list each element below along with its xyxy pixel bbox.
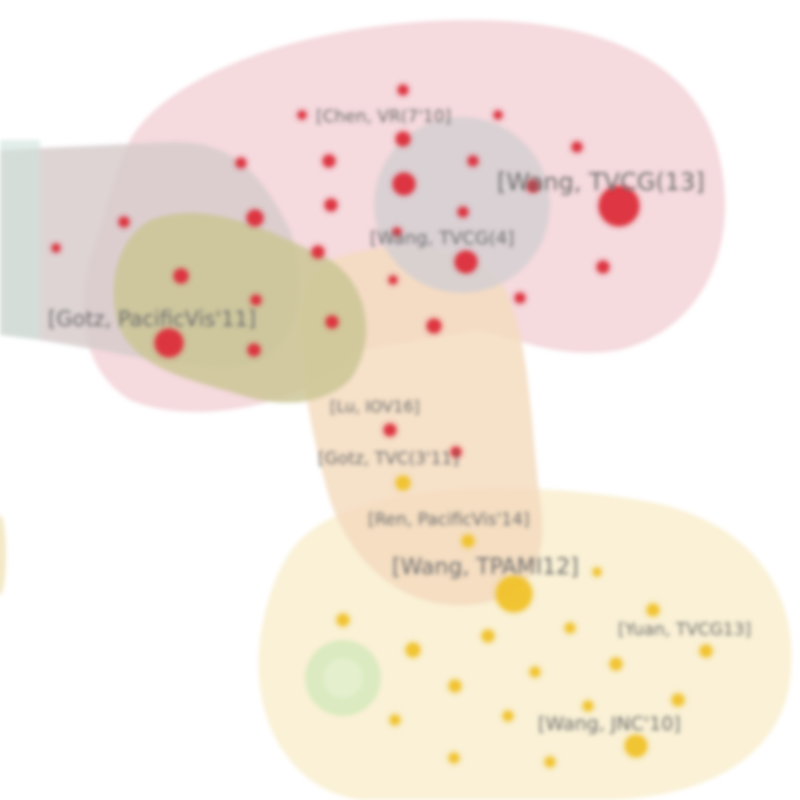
yellow-node: [647, 604, 659, 616]
red-node: [248, 344, 260, 356]
yellow-node: [449, 680, 461, 692]
label-yuan: [Yuan, TVCG13]: [618, 620, 751, 640]
red-node: [174, 269, 188, 283]
red-node: [396, 132, 410, 146]
red-nodes: [49, 82, 642, 460]
red-node: [599, 186, 639, 226]
yellow-node: [700, 645, 712, 657]
red-node: [572, 142, 582, 152]
yellow-node: [396, 476, 410, 490]
red-node: [312, 246, 324, 258]
red-node: [468, 156, 478, 166]
label-gotz: [Gotz, PacificVis'11]: [48, 307, 256, 331]
yellow-node: [449, 753, 459, 763]
red-node: [451, 447, 461, 457]
yellow-node: [496, 576, 532, 612]
label-chen: [Chen, VR(7'10]: [316, 107, 451, 127]
yellow-node: [583, 701, 593, 711]
red-node: [325, 199, 337, 211]
red-node: [515, 293, 525, 303]
label-wangJ: [Wang, JNC'10]: [538, 713, 681, 735]
label-ren: [Ren, PacificVis'14]: [368, 510, 530, 530]
red-node: [384, 424, 396, 436]
yellow-nodes: [334, 473, 715, 770]
teal-fringe-region: [0, 140, 40, 340]
label-wangT: [Wang, TPAMI12]: [392, 555, 579, 580]
red-node: [247, 210, 263, 226]
label-wang13: [Wang, TVCG(13]: [497, 168, 705, 196]
red-node: [251, 295, 261, 305]
red-node: [455, 251, 477, 273]
red-node: [458, 207, 468, 217]
yellow-node: [390, 715, 400, 725]
yellow-node: [462, 535, 474, 547]
red-node: [494, 111, 502, 119]
red-node: [155, 329, 183, 357]
yellow-node: [337, 614, 349, 626]
red-node: [323, 155, 335, 167]
node-labels: [Chen, VR(7'10] [Wang, TVCG(13] [Wang, T…: [48, 107, 751, 735]
red-node: [119, 217, 129, 227]
red-node: [52, 244, 60, 252]
label-liu: [Lu, IOV16]: [330, 397, 420, 416]
red-node: [398, 85, 408, 95]
red-node: [326, 316, 338, 328]
label-wang4: [Wang, TVCG(4]: [370, 228, 514, 249]
yellow-node: [406, 643, 420, 657]
edge-yellow-region: [0, 515, 6, 595]
yellow-node: [545, 757, 555, 767]
yellow-node: [672, 694, 684, 706]
yellow-node: [482, 630, 494, 642]
yellow-node: [625, 735, 647, 757]
yellow-node: [565, 623, 575, 633]
red-node: [393, 228, 401, 236]
green-cluster-core: [323, 658, 363, 698]
label-gotz2: [Gotz, TVC(3'11]: [318, 449, 459, 469]
yellow-node: [593, 568, 601, 576]
red-node: [597, 261, 609, 273]
yellow-node: [503, 711, 513, 721]
yellow-node: [530, 667, 540, 677]
red-node: [236, 158, 246, 168]
yellow-node: [610, 658, 622, 670]
red-node: [427, 319, 441, 333]
red-node: [393, 173, 415, 195]
red-node: [298, 111, 306, 119]
red-node: [389, 276, 397, 284]
red-node: [527, 180, 539, 192]
